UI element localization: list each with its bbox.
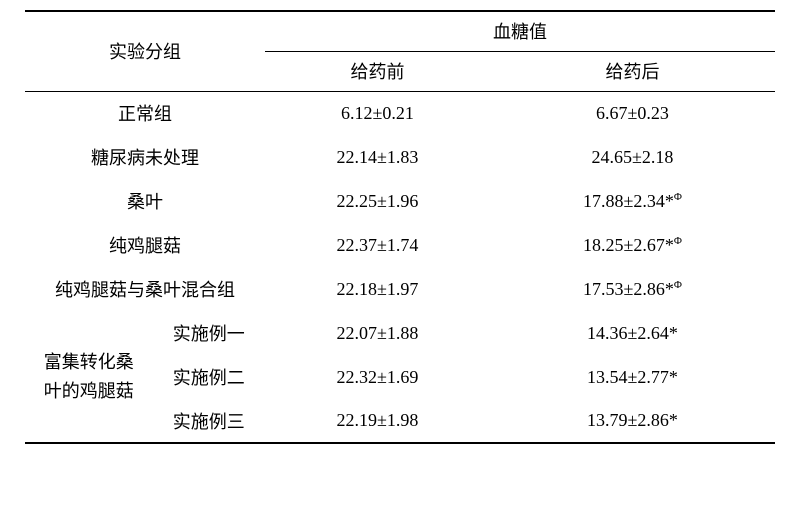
cell-after: 13.54±2.77* — [490, 355, 775, 399]
cell-after: 17.53±2.86*Φ — [490, 267, 775, 311]
cell-before: 22.25±1.96 — [265, 179, 490, 223]
col-before: 给药前 — [265, 51, 490, 91]
group-label-line2: 叶的鸡腿菇 — [44, 381, 134, 401]
table-row: 纯鸡腿菇与桑叶混合组 22.18±1.97 17.53±2.86*Φ — [25, 267, 775, 311]
cell-before: 22.32±1.69 — [265, 355, 490, 399]
cell-after: 6.67±0.23 — [490, 91, 775, 135]
table-row: 正常组 6.12±0.21 6.67±0.23 — [25, 91, 775, 135]
row-label: 纯鸡腿菇与桑叶混合组 — [25, 267, 265, 311]
sub-label: 实施例三 — [153, 399, 266, 443]
cell-after: 17.88±2.34*Φ — [490, 179, 775, 223]
mark-phi: Φ — [674, 235, 682, 247]
group-row-label: 富集转化桑 叶的鸡腿菇 — [25, 311, 153, 443]
cell-after: 14.36±2.64* — [490, 311, 775, 355]
table-row: 糖尿病未处理 22.14±1.83 24.65±2.18 — [25, 135, 775, 179]
row-label: 桑叶 — [25, 179, 265, 223]
data-table: 实验分组 血糖值 给药前 给药后 正常组 6.12±0.21 6.67±0.23… — [25, 10, 775, 444]
header-row-1: 实验分组 血糖值 — [25, 11, 775, 51]
cell-after: 13.79±2.86* — [490, 399, 775, 443]
col-group-header: 血糖值 — [265, 11, 775, 51]
mark-phi: Φ — [674, 279, 682, 291]
sub-label: 实施例一 — [153, 311, 266, 355]
group-label-line1: 富集转化桑 — [44, 352, 134, 372]
table-row: 富集转化桑 叶的鸡腿菇 实施例一 22.07±1.88 14.36±2.64* — [25, 311, 775, 355]
table-row: 纯鸡腿菇 22.37±1.74 18.25±2.67*Φ — [25, 223, 775, 267]
cell-after: 18.25±2.67*Φ — [490, 223, 775, 267]
col-after: 给药后 — [490, 51, 775, 91]
mark-phi: Φ — [674, 191, 682, 203]
cell-before: 22.14±1.83 — [265, 135, 490, 179]
row-label: 糖尿病未处理 — [25, 135, 265, 179]
cell-before: 22.07±1.88 — [265, 311, 490, 355]
cell-before: 22.18±1.97 — [265, 267, 490, 311]
row-header: 实验分组 — [25, 11, 265, 91]
cell-before: 22.19±1.98 — [265, 399, 490, 443]
table-row: 桑叶 22.25±1.96 17.88±2.34*Φ — [25, 179, 775, 223]
cell-after-val: 17.88±2.34* — [583, 191, 674, 211]
cell-before: 6.12±0.21 — [265, 91, 490, 135]
cell-before: 22.37±1.74 — [265, 223, 490, 267]
row-label: 正常组 — [25, 91, 265, 135]
cell-after-val: 17.53±2.86* — [583, 279, 674, 299]
row-label: 纯鸡腿菇 — [25, 223, 265, 267]
cell-after-val: 18.25±2.67* — [583, 235, 674, 255]
cell-after: 24.65±2.18 — [490, 135, 775, 179]
sub-label: 实施例二 — [153, 355, 266, 399]
